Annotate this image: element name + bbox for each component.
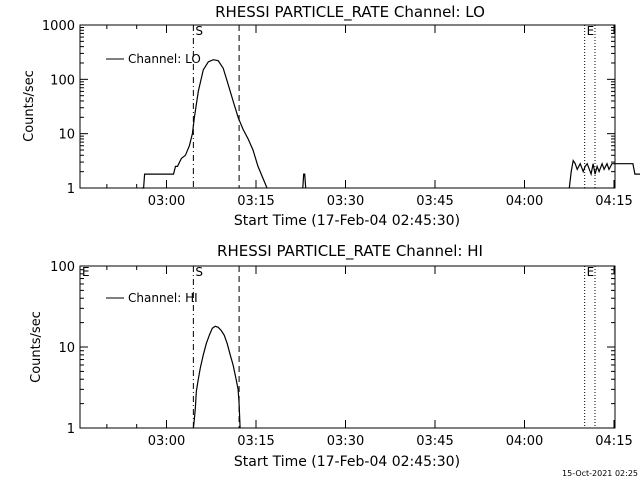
y-tick-label: 100 (50, 260, 75, 275)
series-line-hi (192, 325, 241, 429)
legend-hi: Channel: HI (106, 291, 198, 305)
marker-label: E (82, 265, 90, 279)
y-tick-label: 10 (58, 128, 75, 143)
y-axis-label-lo: Counts/sec (22, 70, 37, 142)
x-axis-label-lo: Start Time (17-Feb-04 02:45:30) (234, 213, 460, 229)
chart-title-lo: RHESSI PARTICLE_RATE Channel: LO (215, 3, 485, 22)
x-tick-label: 03:15 (237, 434, 274, 449)
chart-panel-hi: RHESSI PARTICLE_RATE Channel: HI 110100 … (29, 242, 633, 470)
marker-label: E (587, 265, 595, 279)
y-tick-label: 1 (67, 182, 75, 197)
legend-label-hi: Channel: HI (128, 291, 198, 305)
y-tick-label: 10 (58, 341, 75, 356)
series-line-lo (568, 158, 640, 189)
x-axis-ticks-lo: 03:00 03:15 03:30 03:45 04:00 04:15 (106, 25, 633, 209)
x-tick-label: 04:00 (506, 434, 543, 449)
y-tick-label: 100 (50, 73, 75, 88)
marker-label: E (587, 24, 595, 38)
x-tick-label: 04:15 (595, 194, 632, 209)
x-tick-label: 04:00 (506, 194, 543, 209)
marker-label: S (195, 24, 203, 38)
data-series-lo (141, 59, 640, 189)
x-axis-ticks-hi: 03:00 03:15 03:30 03:45 04:00 04:15 (106, 266, 633, 449)
footer-timestamp: 15-Oct-2021 02:25 (562, 469, 638, 478)
x-tick-label: 03:00 (148, 434, 185, 449)
y-axis-ticks-lo: 1 10 100 1000 (42, 19, 615, 197)
x-tick-label: 03:00 (148, 194, 185, 209)
x-tick-label: 03:45 (416, 434, 453, 449)
x-tick-label: 03:30 (327, 434, 364, 449)
legend-label-lo: Channel: LO (128, 52, 201, 66)
y-tick-label: 1 (67, 422, 75, 437)
series-line-lo (302, 173, 307, 189)
series-line-lo (141, 59, 268, 189)
marker-label: S (195, 265, 203, 279)
x-axis-label-hi: Start Time (17-Feb-04 02:45:30) (234, 454, 460, 470)
y-axis-label-hi: Counts/sec (29, 311, 44, 383)
plot-frame-lo (79, 24, 616, 189)
x-tick-label: 03:30 (327, 194, 364, 209)
chart-panel-lo: RHESSI PARTICLE_RATE Channel: LO 1101001… (22, 3, 640, 229)
x-tick-label: 03:15 (237, 194, 274, 209)
x-tick-label: 04:15 (595, 434, 632, 449)
x-tick-label: 03:45 (416, 194, 453, 209)
data-series-hi (192, 325, 241, 429)
chart-title-hi: RHESSI PARTICLE_RATE Channel: HI (217, 242, 483, 261)
legend-lo: Channel: LO (106, 52, 201, 66)
y-tick-label: 1000 (42, 19, 75, 34)
